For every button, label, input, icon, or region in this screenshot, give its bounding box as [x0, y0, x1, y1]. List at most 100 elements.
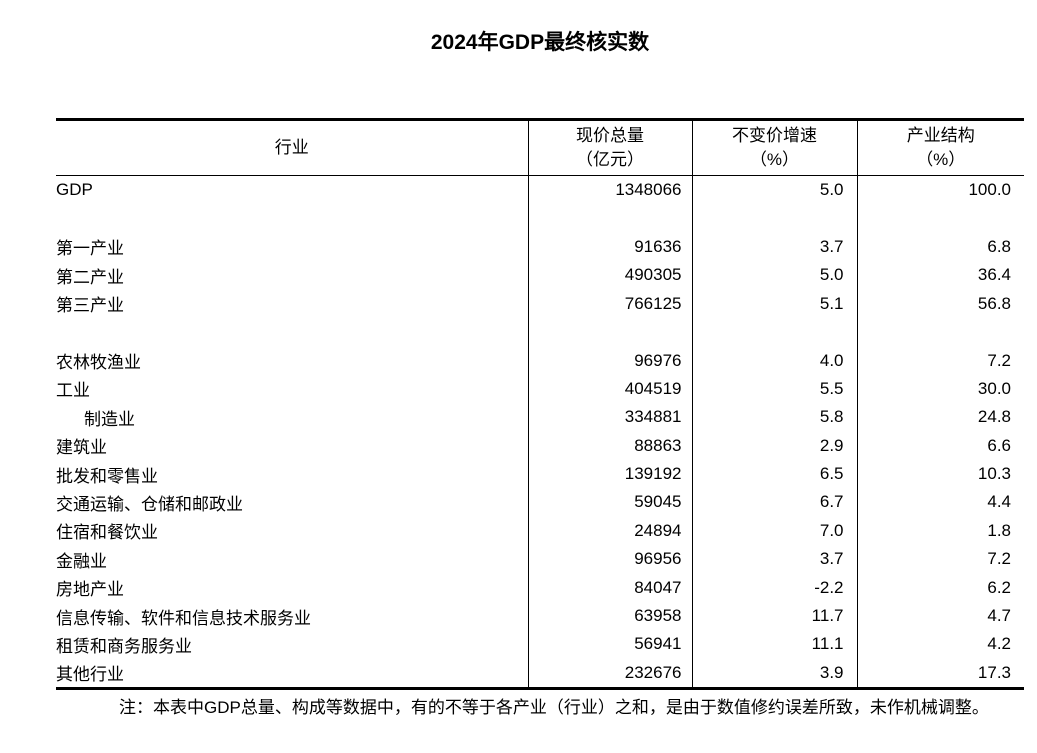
table-row: 交通运输、仓储和邮政业 59045 6.7 4.4 [56, 488, 1024, 517]
col-header-growth-rate-unit: （%） [749, 150, 800, 169]
table-row: 建筑业 88863 2.9 6.6 [56, 431, 1024, 460]
table-row: 信息传输、软件和信息技术服务业 63958 11.7 4.7 [56, 601, 1024, 631]
col-header-current-price-unit: （亿元） [576, 150, 644, 169]
industry-name-cell [56, 318, 528, 346]
industry-name-cell: 第二产业 [56, 267, 124, 287]
table-row: 工业 404519 5.5 30.0 [56, 374, 1024, 404]
spacer-row [56, 204, 1024, 233]
col-header-structure-unit: （%） [916, 150, 966, 169]
industry-name-cell: 交通运输、仓储和邮政业 [56, 494, 243, 514]
structure-share-cell: 10.3 [856, 459, 1024, 489]
gdp-table: 行业 现价总量 （亿元） 不变价增速 （%） 产业结构 （%） [56, 118, 1024, 691]
structure-share-cell [856, 317, 1024, 347]
table-row: 其他行业 232676 3.9 17.3 [56, 658, 1024, 689]
table-row: 房地产业 84047 -2.2 6.2 [56, 573, 1024, 602]
table-row: 第一产业 91636 3.7 6.8 [56, 232, 1024, 262]
growth-rate-cell: 7.0 [691, 516, 857, 546]
structure-share-cell: 4.7 [856, 601, 1024, 631]
growth-rate-cell: 2.9 [691, 431, 857, 460]
growth-rate-cell: 6.5 [691, 459, 857, 489]
col-header-growth-rate-label: 不变价增速 [732, 126, 817, 145]
industry-name-cell: GDP [56, 180, 93, 200]
current-price-cell: 1348066 [527, 175, 692, 205]
table-header: 行业 现价总量 （亿元） 不变价增速 （%） 产业结构 （%） [56, 119, 1024, 176]
current-price-cell [527, 204, 692, 233]
col-header-structure-label: 产业结构 [906, 126, 975, 145]
current-price-cell: 96956 [527, 545, 692, 574]
industry-name-cell: 建筑业 [56, 438, 107, 458]
growth-rate-cell: 5.1 [691, 289, 857, 318]
structure-share-cell: 30.0 [856, 374, 1024, 404]
header-row: 行业 现价总量 （亿元） 不变价增速 （%） 产业结构 （%） [56, 119, 1024, 176]
table-row: 第二产业 490305 5.0 36.4 [56, 261, 1024, 290]
industry-name-cell: 农林牧渔业 [56, 353, 141, 373]
industry-name-cell: 其他行业 [56, 665, 124, 685]
col-header-structure: 产业结构 （%） [856, 119, 1024, 176]
industry-name-cell: 租赁和商务服务业 [56, 636, 192, 656]
industry-name-cell: 制造业 [84, 409, 135, 429]
structure-share-cell: 24.8 [856, 403, 1024, 432]
table-row: 租赁和商务服务业 56941 11.1 4.2 [56, 630, 1024, 659]
current-price-cell: 88863 [527, 431, 692, 460]
industry-name-cell: 住宿和餐饮业 [56, 523, 158, 543]
structure-share-cell: 7.2 [856, 346, 1024, 375]
structure-share-cell: 36.4 [856, 261, 1024, 290]
col-header-growth-rate: 不变价增速 （%） [691, 119, 857, 176]
current-price-cell: 59045 [527, 488, 692, 517]
current-price-cell [527, 317, 692, 347]
growth-rate-cell: 5.8 [691, 403, 857, 432]
structure-share-cell [856, 204, 1024, 233]
industry-name-cell: 第三产业 [56, 296, 124, 316]
footnote: 注：本表中GDP总量、构成等数据中，有的不等于各产业（行业）之和，是由于数值修约… [119, 698, 989, 718]
current-price-cell: 232676 [527, 658, 692, 689]
table-row: 住宿和餐饮业 24894 7.0 1.8 [56, 516, 1024, 546]
current-price-cell: 84047 [527, 573, 692, 602]
current-price-cell: 766125 [527, 289, 692, 318]
growth-rate-cell: 11.1 [691, 630, 857, 659]
col-header-current-price-label: 现价总量 [576, 126, 644, 145]
current-price-cell: 63958 [527, 601, 692, 631]
growth-rate-cell [691, 317, 857, 347]
industry-name-cell: 工业 [56, 381, 90, 401]
growth-rate-cell: 11.7 [691, 601, 857, 631]
growth-rate-cell [691, 204, 857, 233]
industry-name-cell: 第一产业 [56, 239, 124, 259]
growth-rate-cell: 4.0 [691, 346, 857, 375]
table-row: 农林牧渔业 96976 4.0 7.2 [56, 346, 1024, 375]
table-row: 批发和零售业 139192 6.5 10.3 [56, 459, 1024, 489]
table-row: GDP 1348066 5.0 100.0 [56, 175, 1024, 205]
table-row: 第三产业 766125 5.1 56.8 [56, 289, 1024, 318]
structure-share-cell: 56.8 [856, 289, 1024, 318]
growth-rate-cell: 5.5 [691, 374, 857, 404]
industry-name-cell: 金融业 [56, 551, 107, 571]
growth-rate-cell: 3.7 [691, 232, 857, 262]
industry-name-cell [56, 204, 528, 232]
table-row: 金融业 96956 3.7 7.2 [56, 545, 1024, 574]
current-price-cell: 139192 [527, 459, 692, 489]
current-price-cell: 334881 [527, 403, 692, 432]
current-price-cell: 490305 [527, 261, 692, 290]
structure-share-cell: 100.0 [856, 175, 1024, 205]
growth-rate-cell: 3.9 [691, 658, 857, 689]
structure-share-cell: 1.8 [856, 516, 1024, 546]
growth-rate-cell: -2.2 [691, 573, 857, 602]
content-area: 2024年GDP最终核实数 行业 现价总量 （亿元） [56, 30, 1024, 722]
growth-rate-cell: 5.0 [691, 261, 857, 290]
col-header-current-price: 现价总量 （亿元） [527, 119, 692, 176]
industry-name-cell: 信息传输、软件和信息技术服务业 [56, 608, 311, 628]
growth-rate-cell: 6.7 [691, 488, 857, 517]
structure-share-cell: 6.6 [856, 431, 1024, 460]
structure-share-cell: 6.2 [856, 573, 1024, 602]
industry-name-cell: 房地产业 [56, 580, 124, 600]
growth-rate-cell: 3.7 [691, 545, 857, 574]
current-price-cell: 91636 [527, 232, 692, 262]
structure-share-cell: 6.8 [856, 232, 1024, 262]
structure-share-cell: 4.4 [856, 488, 1024, 517]
table-row: 制造业 334881 5.8 24.8 [56, 403, 1024, 432]
structure-share-cell: 7.2 [856, 545, 1024, 574]
spacer-row [56, 317, 1024, 347]
col-header-industry: 行业 [56, 119, 528, 176]
growth-rate-cell: 5.0 [691, 175, 857, 205]
structure-share-cell: 4.2 [856, 630, 1024, 659]
